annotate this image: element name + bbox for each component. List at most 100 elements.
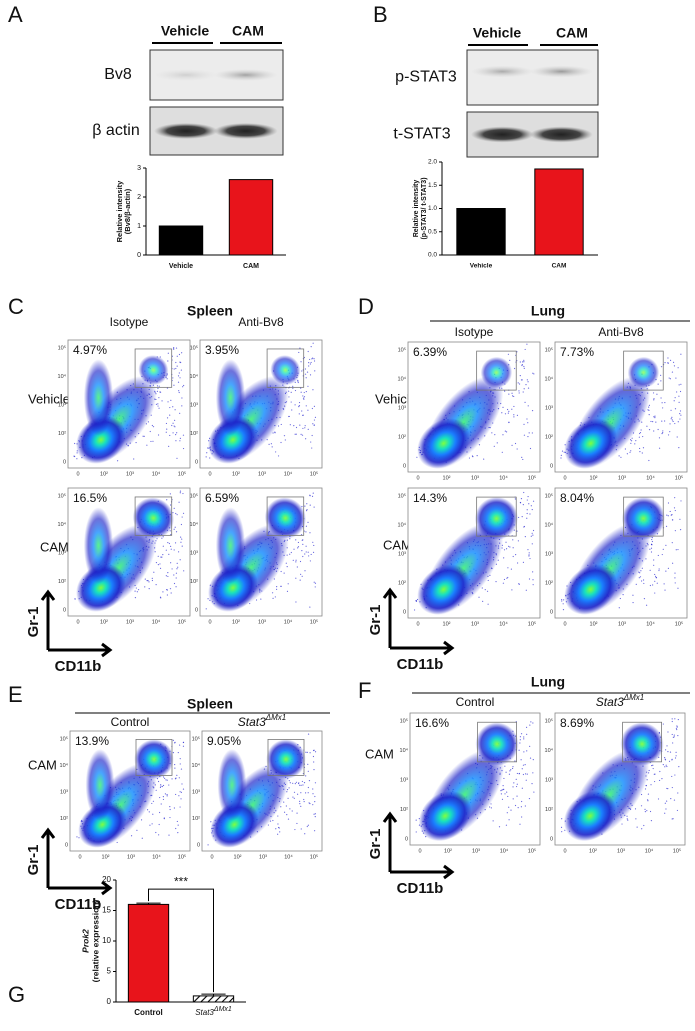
event-dot xyxy=(177,375,180,377)
event-dot xyxy=(518,583,520,585)
event-dot xyxy=(159,563,161,565)
event-dot xyxy=(513,367,516,370)
event-dot xyxy=(174,419,176,421)
gate-percentage: 16.5% xyxy=(73,491,107,505)
event-dot xyxy=(313,360,316,362)
density-cloud xyxy=(474,496,519,541)
axis-arrow xyxy=(40,589,113,658)
event-dot xyxy=(521,768,523,770)
event-dot xyxy=(170,548,172,550)
event-dot xyxy=(300,805,302,807)
flow-x-tick-label: 10⁴ xyxy=(646,620,655,627)
event-dot xyxy=(564,829,566,831)
event-dot xyxy=(307,763,309,765)
flow-y-tick-label: 10⁴ xyxy=(398,375,407,382)
event-dot xyxy=(310,361,312,364)
event-dot xyxy=(496,442,498,444)
flow-x-tick-label: 10³ xyxy=(617,848,625,854)
column-label-base: Stat3 xyxy=(238,715,266,729)
event-dot xyxy=(619,597,621,600)
event-dot xyxy=(672,361,675,363)
event-dot xyxy=(148,581,150,583)
event-dot xyxy=(652,420,654,423)
event-dot xyxy=(290,401,292,403)
event-dot xyxy=(635,818,637,820)
event-dot xyxy=(668,760,671,762)
event-dot xyxy=(182,788,185,790)
flow-y-tick-label: 10³ xyxy=(190,402,198,408)
event-dot xyxy=(275,451,277,453)
event-dot xyxy=(624,448,626,450)
event-dot xyxy=(313,506,315,508)
event-dot xyxy=(673,734,675,736)
event-dot xyxy=(152,440,154,442)
event-dot xyxy=(160,785,162,787)
blot-band xyxy=(470,65,534,78)
event-dot xyxy=(532,571,534,573)
event-dot xyxy=(508,806,510,808)
event-dot xyxy=(561,598,563,601)
event-dot xyxy=(671,514,673,516)
event-dot xyxy=(516,795,518,797)
event-dot xyxy=(679,413,681,415)
event-dot xyxy=(152,813,154,815)
event-dot xyxy=(673,736,675,738)
x-tick-label: CAM xyxy=(243,263,259,270)
event-dot xyxy=(271,446,273,448)
event-dot xyxy=(524,348,526,351)
event-dot xyxy=(314,370,316,372)
event-dot xyxy=(652,764,654,766)
event-dot xyxy=(176,457,178,459)
event-dot xyxy=(175,572,178,574)
event-dot xyxy=(476,455,478,457)
event-dot xyxy=(643,598,646,600)
event-dot xyxy=(178,391,180,394)
x-axis-name: CD11b xyxy=(55,658,102,675)
event-dot xyxy=(651,764,653,767)
event-dot xyxy=(529,745,531,747)
event-dot xyxy=(157,403,159,405)
event-dot xyxy=(501,451,503,453)
y-tick-label: 3 xyxy=(137,165,141,172)
event-dot xyxy=(483,458,485,460)
event-dot xyxy=(560,826,563,828)
flow-x-tick-label: 10³ xyxy=(258,619,266,625)
event-dot xyxy=(299,784,301,786)
flow-y-tick-label: 10⁵ xyxy=(58,492,66,499)
event-dot xyxy=(670,409,672,411)
event-dot xyxy=(76,452,78,454)
event-dot xyxy=(175,347,178,349)
density-cloud xyxy=(417,418,471,469)
event-dot xyxy=(172,422,174,424)
event-dot xyxy=(170,592,172,594)
event-dot xyxy=(304,427,306,429)
event-dot xyxy=(660,397,662,399)
event-dot xyxy=(511,589,513,591)
event-dot xyxy=(673,400,675,402)
event-dot xyxy=(518,516,520,519)
event-dot xyxy=(647,409,649,411)
tissue-title: Spleen xyxy=(187,696,233,712)
event-dot xyxy=(280,806,282,808)
event-dot xyxy=(304,425,306,427)
event-dot xyxy=(295,781,298,783)
event-dot xyxy=(286,590,289,592)
event-dot xyxy=(178,353,181,356)
event-dot xyxy=(620,456,622,458)
flow-x-tick-label: 10⁵ xyxy=(310,470,318,477)
event-dot xyxy=(116,841,118,844)
event-dot xyxy=(507,795,509,798)
event-dot xyxy=(167,360,169,362)
event-dot xyxy=(161,537,163,539)
event-dot xyxy=(519,742,521,744)
event-dot xyxy=(502,582,505,584)
flow-y-tick-label: 10³ xyxy=(400,777,408,783)
event-dot xyxy=(652,392,655,394)
event-dot xyxy=(312,793,314,795)
panel-letter: E xyxy=(8,682,23,707)
event-dot xyxy=(679,410,682,412)
event-dot xyxy=(313,761,315,763)
flow-y-tick-label: 10³ xyxy=(192,789,200,795)
event-dot xyxy=(673,799,676,801)
event-dot xyxy=(280,585,282,587)
